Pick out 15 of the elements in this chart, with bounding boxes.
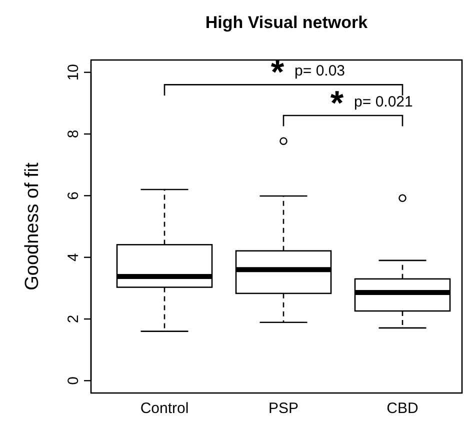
annotation: p= 0.021 bbox=[354, 94, 413, 110]
x-tick-label: CBD bbox=[386, 400, 418, 417]
y-tick-label: 8 bbox=[65, 130, 82, 138]
y-tick-label: 2 bbox=[65, 314, 82, 324]
x-tick-label: Control bbox=[140, 400, 189, 417]
chart-title: High Visual network bbox=[205, 13, 368, 32]
y-tick-label: 6 bbox=[65, 191, 82, 200]
annotation: * bbox=[270, 54, 285, 92]
y-axis-title: Goodness of fit bbox=[22, 162, 43, 290]
annotation: * bbox=[330, 84, 344, 122]
y-tick-label: 10 bbox=[65, 64, 82, 81]
x-tick-label: PSP bbox=[268, 400, 299, 417]
annotation: p= 0.03 bbox=[294, 62, 346, 80]
y-tick-label: 0 bbox=[65, 376, 82, 385]
y-tick-label: 4 bbox=[65, 253, 82, 262]
